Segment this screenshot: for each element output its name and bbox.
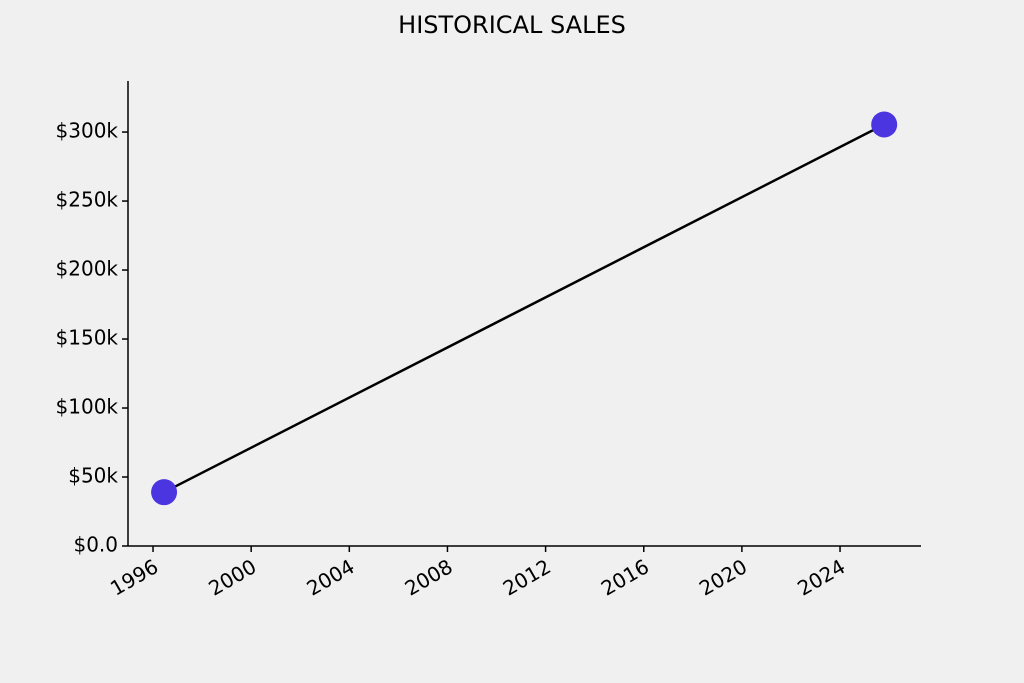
y-tick-label: $250k xyxy=(56,188,119,212)
chart-title: HISTORICAL SALES xyxy=(398,11,626,39)
y-tick-label: $200k xyxy=(56,257,119,281)
point xyxy=(151,479,178,506)
y-tick-label: $0.0 xyxy=(73,533,118,557)
y-tick-label: $100k xyxy=(56,395,119,419)
y-tick-label: $150k xyxy=(56,326,119,350)
line xyxy=(163,123,885,494)
y-tick-label: $50k xyxy=(68,464,118,488)
point xyxy=(871,111,898,138)
y-tick-label: $300k xyxy=(56,119,119,143)
